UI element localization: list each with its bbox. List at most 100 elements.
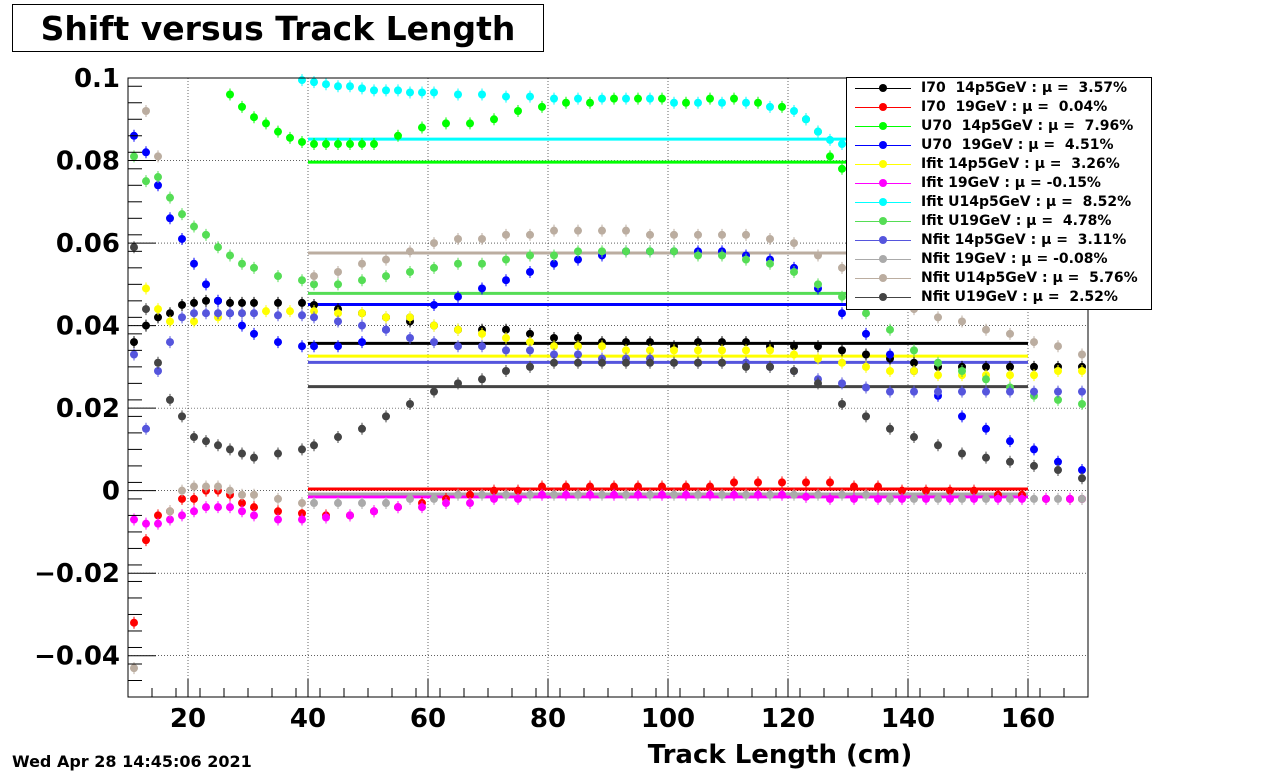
data-point <box>178 511 186 520</box>
data-point <box>658 482 666 491</box>
data-point <box>646 358 654 367</box>
data-point <box>694 230 702 239</box>
data-point <box>982 362 990 371</box>
data-point <box>862 412 870 421</box>
data-point <box>454 379 462 388</box>
data-point <box>934 358 942 367</box>
data-point <box>430 263 438 272</box>
data-point <box>190 507 198 516</box>
data-point <box>802 478 810 487</box>
data-point <box>982 424 990 433</box>
data-point <box>982 387 990 396</box>
data-point <box>598 247 606 256</box>
data-point <box>1006 457 1014 466</box>
data-point <box>1030 461 1038 470</box>
data-point <box>406 333 414 342</box>
data-point <box>1078 474 1086 483</box>
data-point <box>826 478 834 487</box>
data-point <box>298 311 306 320</box>
data-point <box>502 366 510 375</box>
data-point <box>502 333 510 342</box>
data-point <box>502 92 510 101</box>
data-point <box>202 503 210 512</box>
data-point <box>646 346 654 355</box>
data-point <box>814 354 822 363</box>
data-point <box>646 247 654 256</box>
data-point <box>142 536 150 545</box>
data-point <box>190 298 198 307</box>
x-tick-label: 100 <box>641 704 695 734</box>
data-point <box>598 490 606 499</box>
data-point <box>718 338 726 347</box>
data-point <box>166 507 174 516</box>
data-point <box>814 379 822 388</box>
data-point <box>406 313 414 322</box>
data-point <box>358 84 366 93</box>
data-point <box>442 499 450 508</box>
data-point <box>958 317 966 326</box>
legend-marker-swatch <box>879 274 887 282</box>
legend-marker-swatch <box>879 198 887 206</box>
data-point <box>214 482 222 491</box>
data-point <box>202 296 210 305</box>
data-point <box>310 280 318 289</box>
data-point <box>190 222 198 231</box>
data-point <box>586 490 594 499</box>
data-point <box>466 490 474 499</box>
data-point <box>226 486 234 495</box>
data-point <box>802 115 810 124</box>
data-point <box>214 296 222 305</box>
data-point <box>154 173 162 182</box>
data-point <box>166 395 174 404</box>
legend-marker-swatch <box>879 160 887 168</box>
data-point <box>478 90 486 99</box>
data-point <box>262 307 270 316</box>
y-tick-label: 0.1 <box>74 64 120 94</box>
data-point <box>1078 350 1086 359</box>
data-point <box>1006 494 1014 503</box>
legend-marker-swatch <box>879 236 887 244</box>
data-point <box>670 490 678 499</box>
data-point <box>370 86 378 95</box>
data-point <box>730 490 738 499</box>
data-point <box>334 309 342 318</box>
data-point <box>898 494 906 503</box>
data-point <box>358 259 366 268</box>
mean-lines <box>308 137 1028 499</box>
data-point <box>286 307 294 316</box>
data-point <box>634 94 642 103</box>
data-point <box>562 490 570 499</box>
data-point <box>334 342 342 351</box>
data-point <box>334 499 342 508</box>
data-point <box>514 494 522 503</box>
x-tick-label: 60 <box>410 704 446 734</box>
data-point <box>454 259 462 268</box>
data-point <box>142 177 150 186</box>
data-point <box>982 494 990 503</box>
data-point <box>358 321 366 330</box>
data-point <box>922 494 930 503</box>
data-point <box>898 486 906 495</box>
data-point <box>1030 362 1038 371</box>
data-point <box>802 492 810 501</box>
data-point <box>250 490 258 499</box>
data-point <box>454 325 462 334</box>
data-point <box>790 350 798 359</box>
data-point <box>238 449 246 458</box>
data-point <box>238 309 246 318</box>
data-point <box>154 313 162 322</box>
data-point <box>478 342 486 351</box>
data-point <box>718 98 726 107</box>
data-point <box>970 494 978 503</box>
data-point <box>226 309 234 318</box>
data-point <box>526 329 534 338</box>
data-point <box>250 263 258 272</box>
data-point <box>154 366 162 375</box>
data-point <box>550 342 558 351</box>
legend-label: U70 19GeV : μ = 4.51% <box>921 137 1114 153</box>
data-point <box>910 494 918 503</box>
data-point <box>610 490 618 499</box>
data-point <box>442 119 450 128</box>
data-point <box>370 507 378 516</box>
